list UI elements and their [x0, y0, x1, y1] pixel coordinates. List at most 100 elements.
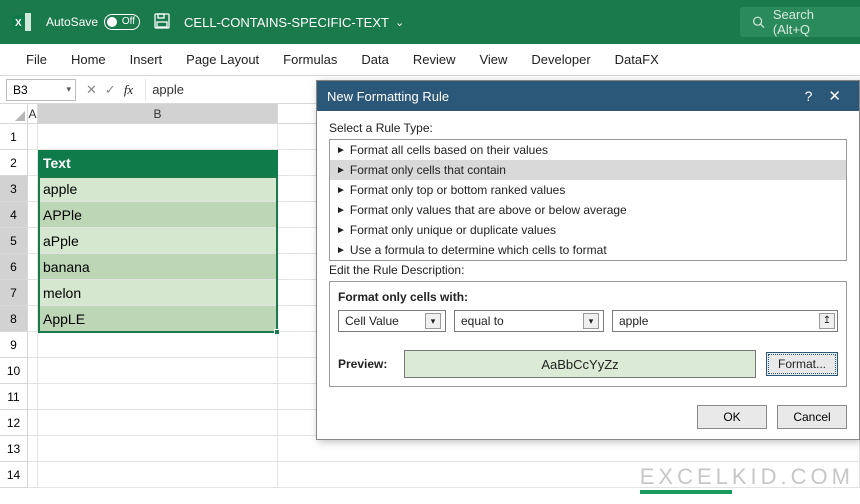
tab-page-layout[interactable]: Page Layout	[174, 44, 271, 76]
cell[interactable]	[38, 384, 278, 410]
cell[interactable]	[28, 202, 38, 228]
rule-type-label: Format only values that are above or bel…	[350, 203, 627, 217]
cell[interactable]	[38, 332, 278, 358]
rule-type-item[interactable]: ►Format only cells that contain	[330, 160, 846, 180]
rule-type-item[interactable]: ► Format only values that are above or be…	[330, 200, 846, 220]
row-header[interactable]: 8	[0, 306, 28, 332]
search-box[interactable]: Search (Alt+Q	[740, 7, 860, 37]
name-box[interactable]: B3 ▾	[6, 79, 76, 101]
tab-view[interactable]: View	[467, 44, 519, 76]
select-all-corner[interactable]	[0, 104, 28, 124]
cell[interactable]	[38, 436, 278, 462]
row-header[interactable]: 12	[0, 410, 28, 436]
column-header-a[interactable]: A	[28, 104, 38, 124]
table-data-cell[interactable]: banana	[38, 254, 278, 280]
fx-icon[interactable]: fx	[124, 82, 133, 98]
cell[interactable]	[38, 358, 278, 384]
rule-type-label: Format only top or bottom ranked values	[350, 183, 565, 197]
format-button[interactable]: Format...	[766, 352, 838, 376]
rule-type-list[interactable]: ►Format all cells based on their values►…	[329, 139, 847, 261]
column-header-b[interactable]: B	[38, 104, 278, 124]
table-data-cell[interactable]: aPple	[38, 228, 278, 254]
row-header[interactable]: 6	[0, 254, 28, 280]
combo-dropdown-icon[interactable]: ▾	[425, 313, 441, 329]
filename-chevron-icon[interactable]: ⌄	[395, 16, 404, 29]
ok-button[interactable]: OK	[697, 405, 767, 429]
table-header-cell[interactable]: Text	[38, 150, 278, 176]
cell[interactable]	[28, 254, 38, 280]
row-header[interactable]: 4	[0, 202, 28, 228]
row-header[interactable]: 9	[0, 332, 28, 358]
cell[interactable]	[28, 280, 38, 306]
name-box-value: B3	[13, 83, 28, 97]
range-picker-icon[interactable]: ↥	[819, 313, 835, 329]
table-data-cell[interactable]: melon	[38, 280, 278, 306]
cell[interactable]	[28, 358, 38, 384]
cell[interactable]	[28, 124, 38, 150]
cell[interactable]	[28, 410, 38, 436]
dialog-help-icon[interactable]: ?	[797, 88, 821, 104]
cancel-icon[interactable]: ✕	[86, 82, 97, 98]
cancel-button[interactable]: Cancel	[777, 405, 847, 429]
rule-description-box: Format only cells with: Cell Value ▾ equ…	[329, 281, 847, 387]
name-box-dropdown-icon[interactable]: ▾	[66, 84, 71, 95]
value-input-text: apple	[619, 314, 648, 328]
rule-type-item[interactable]: ►Format only unique or duplicate values	[330, 220, 846, 240]
value-input[interactable]: apple ↥	[612, 310, 838, 332]
cell[interactable]	[28, 150, 38, 176]
table-data-cell[interactable]: apple	[38, 176, 278, 202]
preview-label: Preview:	[338, 357, 394, 371]
combo-dropdown-icon[interactable]: ▾	[583, 313, 599, 329]
cell[interactable]	[38, 462, 278, 488]
rule-type-item[interactable]: ►Use a formula to determine which cells …	[330, 240, 846, 260]
cell[interactable]	[28, 462, 38, 488]
cell[interactable]	[28, 436, 38, 462]
svg-text:X: X	[15, 18, 22, 29]
autosave-toggle[interactable]: AutoSave Off	[46, 14, 140, 30]
rule-type-label: Format only cells that contain	[350, 163, 506, 177]
rule-arrow-icon: ►	[336, 225, 346, 236]
row-header[interactable]: 10	[0, 358, 28, 384]
enter-icon[interactable]: ✓	[105, 82, 116, 98]
row-header[interactable]: 13	[0, 436, 28, 462]
dialog-title-bar[interactable]: New Formatting Rule ? ✕	[317, 81, 859, 111]
row-header[interactable]: 14	[0, 462, 28, 488]
excel-app-icon: X	[8, 8, 36, 36]
rule-arrow-icon: ►	[336, 205, 346, 216]
tab-datafx[interactable]: DataFX	[603, 44, 671, 76]
row-header[interactable]: 3	[0, 176, 28, 202]
cell[interactable]	[28, 228, 38, 254]
row-header[interactable]: 11	[0, 384, 28, 410]
cell[interactable]	[38, 410, 278, 436]
cell[interactable]	[28, 306, 38, 332]
search-placeholder: Search (Alt+Q	[773, 7, 848, 37]
tab-review[interactable]: Review	[401, 44, 468, 76]
formula-bar-icons: ✕ ✓ fx	[86, 82, 133, 98]
row-header[interactable]: 2	[0, 150, 28, 176]
comparison-value: equal to	[461, 314, 504, 328]
cell[interactable]	[28, 384, 38, 410]
tab-home[interactable]: Home	[59, 44, 118, 76]
save-icon[interactable]	[154, 13, 170, 32]
cell[interactable]	[28, 176, 38, 202]
tab-insert[interactable]: Insert	[118, 44, 175, 76]
tab-file[interactable]: File	[14, 44, 59, 76]
table-data-cell[interactable]: APPle	[38, 202, 278, 228]
rule-type-item[interactable]: ►Format only top or bottom ranked values	[330, 180, 846, 200]
cell[interactable]	[38, 124, 278, 150]
comparison-combo[interactable]: equal to ▾	[454, 310, 604, 332]
tab-formulas[interactable]: Formulas	[271, 44, 349, 76]
selection-handle[interactable]	[274, 329, 280, 335]
toggle-switch[interactable]: Off	[104, 14, 140, 30]
tab-developer[interactable]: Developer	[519, 44, 602, 76]
condition-type-combo[interactable]: Cell Value ▾	[338, 310, 446, 332]
row-header[interactable]: 5	[0, 228, 28, 254]
table-data-cell[interactable]: AppLE	[38, 306, 278, 332]
row-header[interactable]: 7	[0, 280, 28, 306]
tab-data[interactable]: Data	[349, 44, 400, 76]
format-cells-with-label: Format only cells with:	[338, 290, 838, 304]
dialog-close-icon[interactable]: ✕	[820, 87, 849, 105]
cell[interactable]	[28, 332, 38, 358]
rule-type-item[interactable]: ►Format all cells based on their values	[330, 140, 846, 160]
row-header[interactable]: 1	[0, 124, 28, 150]
